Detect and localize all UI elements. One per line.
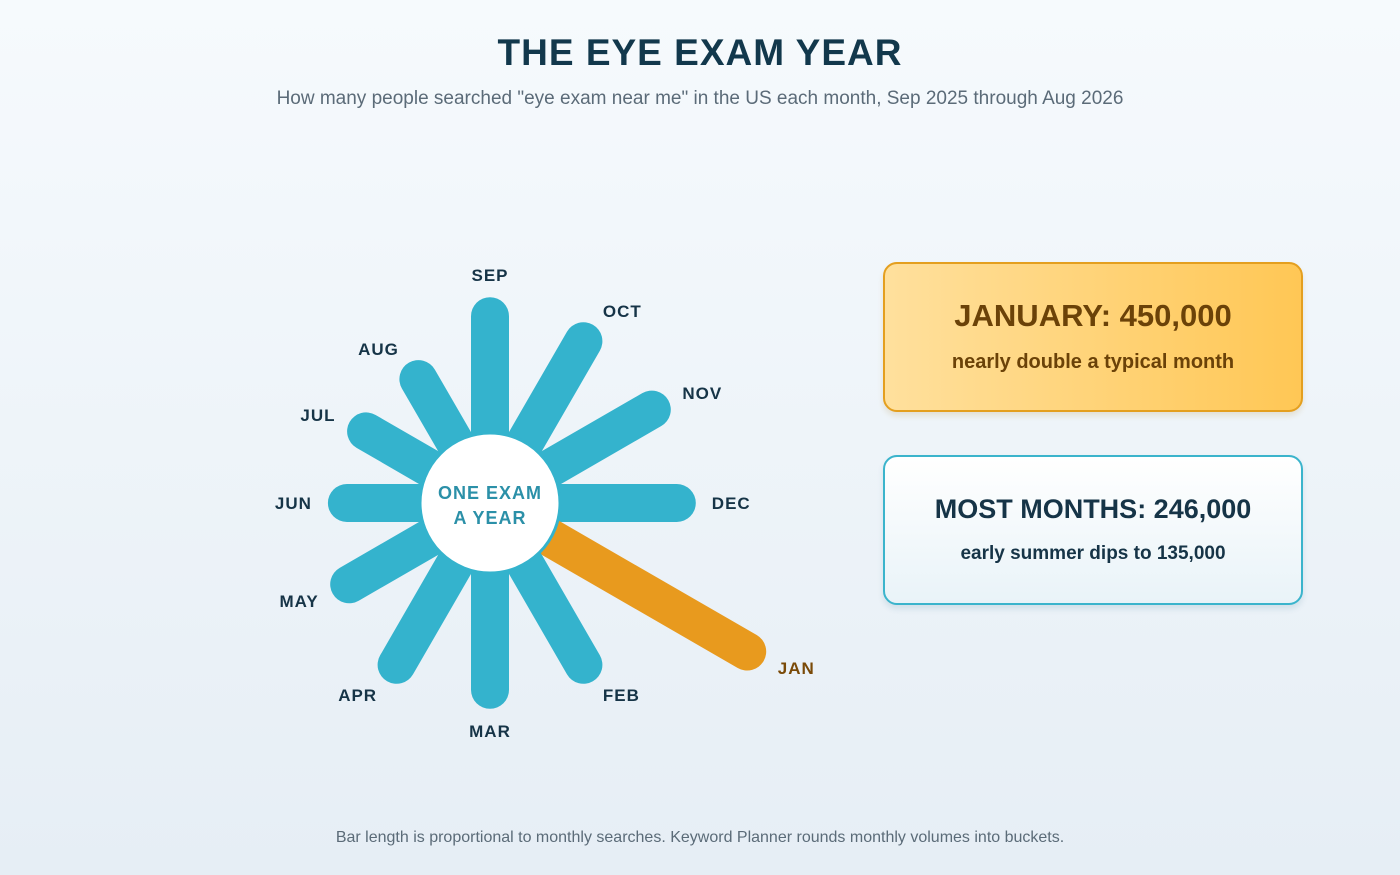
month-label-dec: DEC: [712, 494, 751, 513]
month-label-feb: FEB: [603, 686, 640, 705]
january-callout-card: JANUARY: 450,000 nearly double a typical…: [883, 262, 1303, 412]
bar-feb: [502, 538, 603, 684]
month-label-mar: MAR: [469, 722, 511, 741]
month-label-jan: JAN: [778, 659, 815, 678]
footnote: Bar length is proportional to monthly se…: [335, 829, 1065, 846]
bar-jul: [347, 412, 455, 491]
bars-layer: [327, 297, 767, 709]
month-label-oct: OCT: [603, 302, 642, 321]
month-label-jun: JUN: [275, 494, 312, 513]
month-label-nov: NOV: [682, 384, 722, 403]
month-label-jul: JUL: [300, 406, 335, 425]
chart-title: THE EYE EXAM YEAR: [497, 32, 903, 73]
month-label-may: MAY: [279, 592, 318, 611]
chart-subtitle: How many people searched "eye exam near …: [276, 88, 1124, 109]
month-label-apr: APR: [338, 686, 377, 705]
bar-aug: [399, 360, 478, 468]
bar-nov: [525, 390, 671, 491]
bar-jan: [525, 515, 767, 671]
january-callout-detail: nearly double a typical month: [951, 351, 1235, 373]
most-months-callout-detail: early summer dips to 135,000: [960, 543, 1226, 564]
month-label-aug: AUG: [358, 340, 399, 359]
bar-apr: [377, 538, 478, 684]
center-label-line-2: A YEAR: [453, 508, 526, 528]
center-circle: [418, 431, 562, 575]
most-months-callout-headline: MOST MONTHS: 246,000: [934, 494, 1252, 524]
radial-bar-chart: SEP OCT NOV DEC JAN FEB MAR APR MAY JUN JUL AUG ONE…: [275, 266, 815, 741]
january-callout-headline: JANUARY: 450,000: [954, 298, 1232, 333]
center-label-line-1: ONE EXAM: [438, 483, 542, 503]
most-months-callout-card: MOST MONTHS: 246,000 early summer dips t…: [883, 455, 1303, 605]
bar-may: [330, 515, 455, 604]
month-label-sep: SEP: [471, 266, 508, 285]
labels-layer: SEP OCT NOV DEC JAN FEB MAR APR MAY JUN JUL AUG: [275, 266, 815, 741]
bar-oct: [502, 322, 603, 468]
